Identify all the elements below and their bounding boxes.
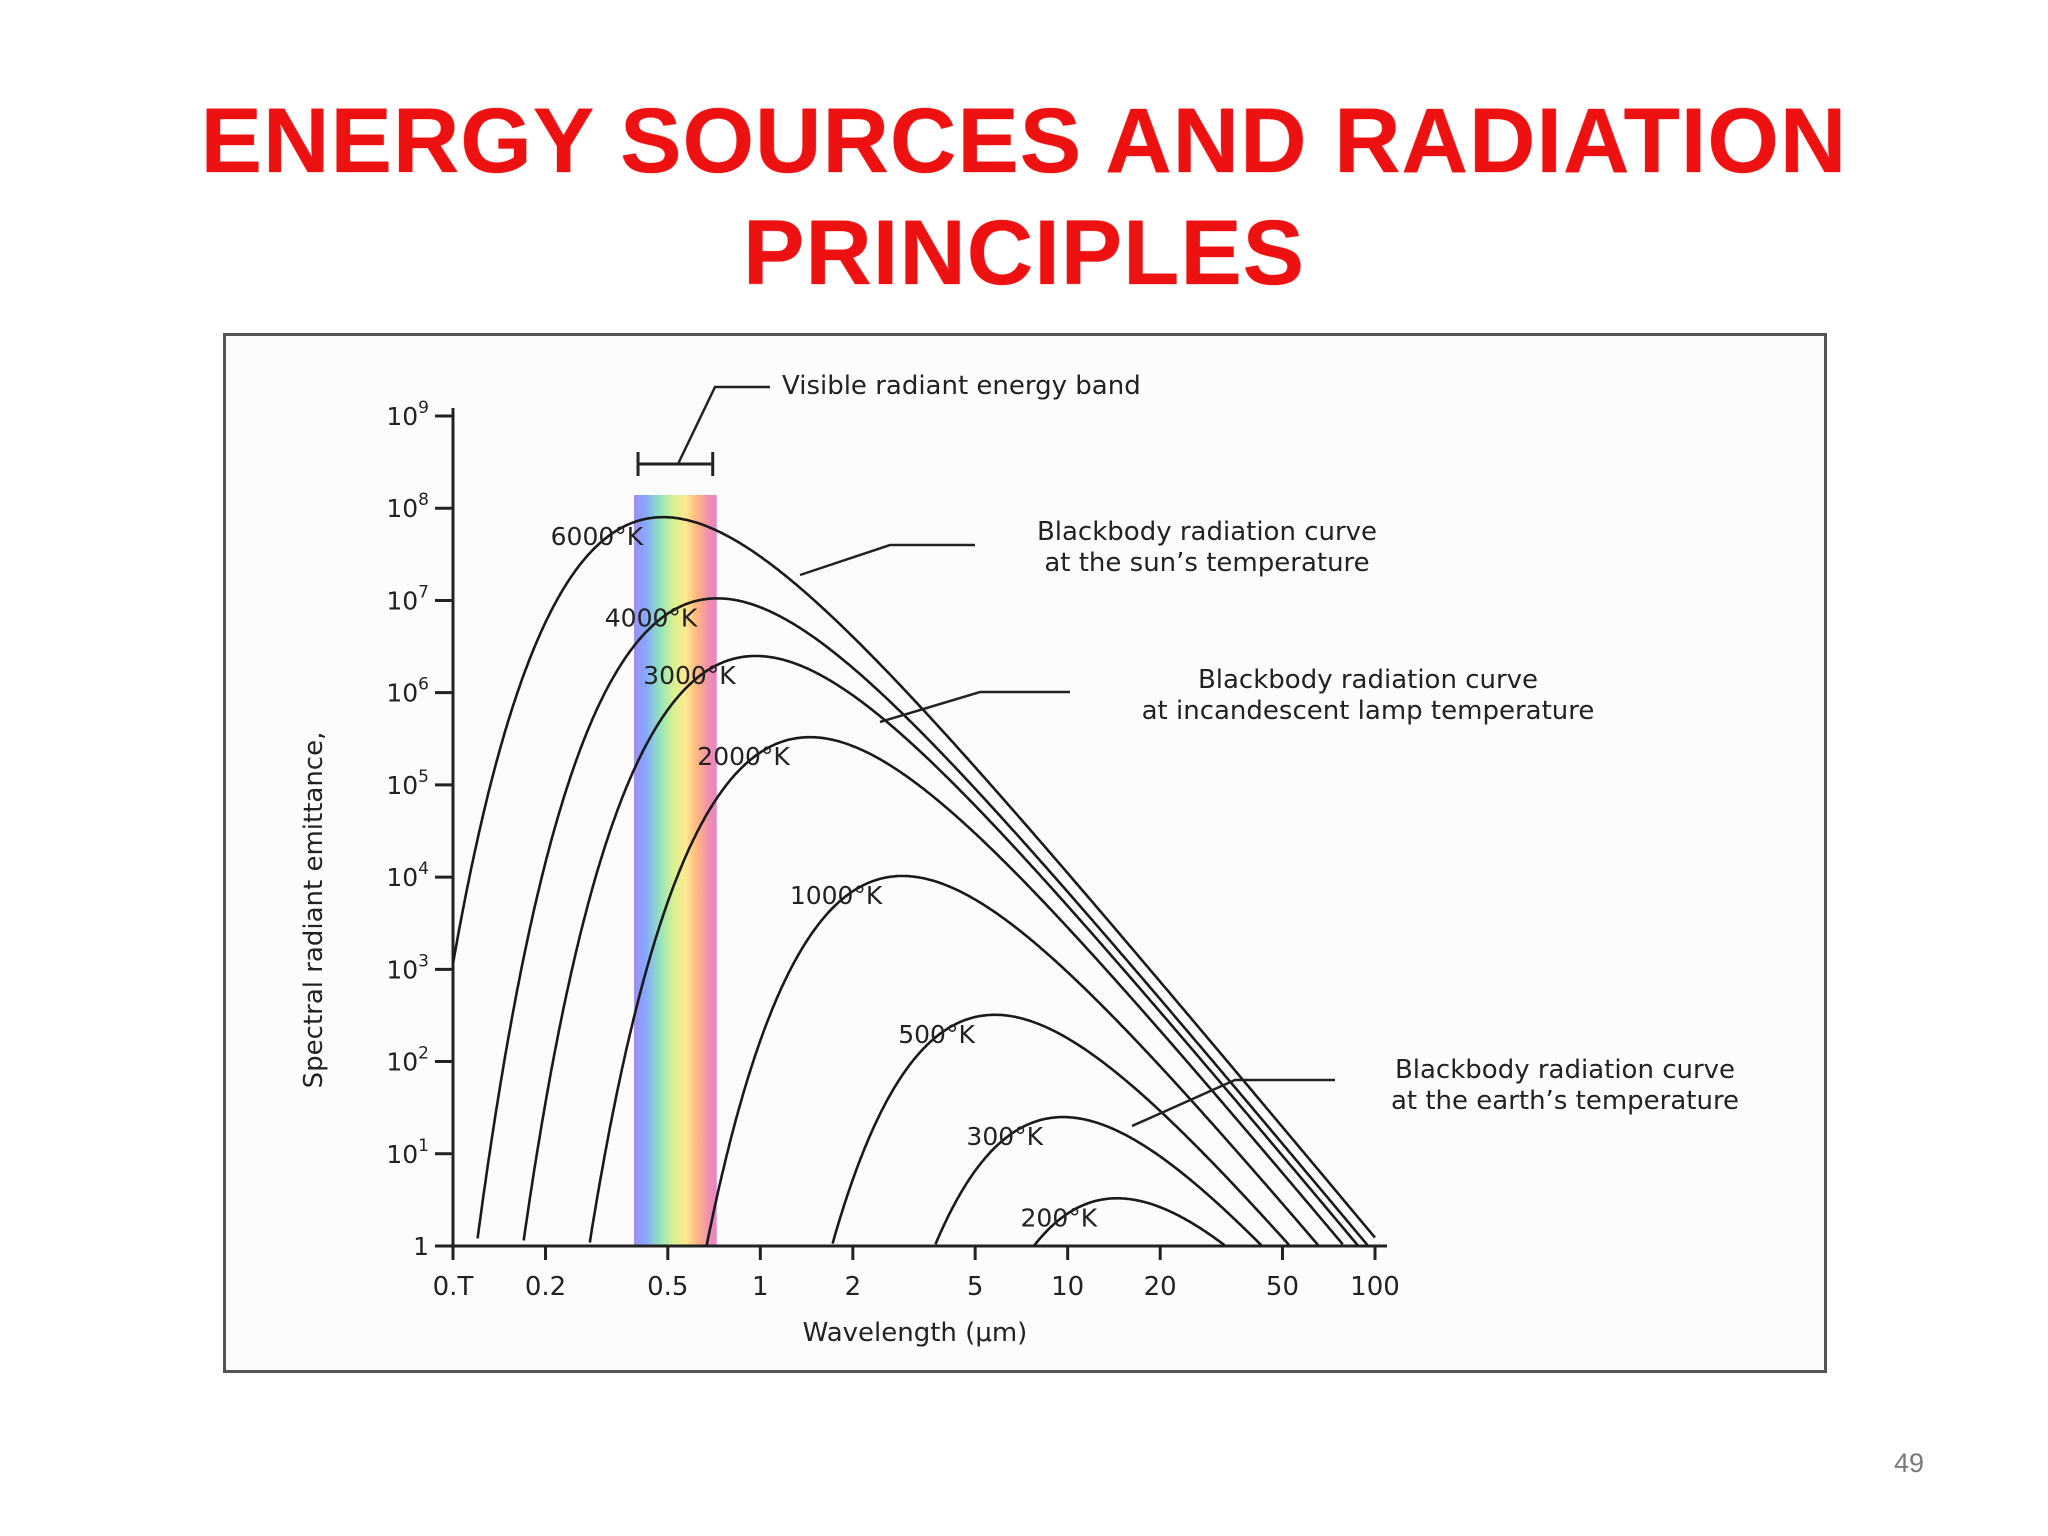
annotation-visible-band: Visible radiant energy band (782, 371, 1141, 401)
curve-1000k (705, 874, 1320, 1247)
curve-6000k (451, 515, 1376, 1239)
y-axis-label: Spectral radiant emittance, (299, 732, 329, 1089)
slide-title-line-1: ENERGY SOURCES AND RADIATION (200, 90, 1848, 192)
curve-label-2000k: 2000°K (697, 742, 790, 771)
y-tick-label: 107 (386, 582, 429, 615)
curve-4000k (476, 597, 1369, 1246)
x-axis-label: Wavelength (μm) (803, 1318, 1028, 1348)
curve-label-3000k: 3000°K (643, 661, 736, 690)
x-tick-label: 50 (1266, 1272, 1299, 1302)
earth-leader (1131, 1078, 1335, 1128)
y-tick-label: 104 (386, 859, 429, 892)
y-tick-label: 103 (386, 951, 429, 984)
curve-3000k (522, 654, 1360, 1247)
curve-label-1000k: 1000°K (790, 881, 883, 910)
curve-500k (831, 1013, 1290, 1246)
visible-band-bracket (636, 452, 715, 476)
blackbody-chart-frame (223, 333, 1827, 1373)
visible-spectrum-band (634, 495, 717, 1246)
curve-200k (1032, 1197, 1226, 1247)
x-tick-label: 0.T (433, 1272, 474, 1302)
slide-title-line-2: PRINCIPLES (742, 202, 1306, 304)
annotation-lamp: Blackbody radiation curve at incandescent… (1142, 665, 1595, 726)
x-tick-label: 100 (1350, 1272, 1400, 1302)
annotation-sun: Blackbody radiation curve at the sun’s te… (1037, 517, 1377, 578)
sun-leader (799, 543, 975, 577)
lamp-leader (879, 690, 1070, 724)
x-tick-label: 10 (1051, 1272, 1084, 1302)
curve-300k (934, 1115, 1263, 1247)
slide-title: ENERGY SOURCES AND RADIATION PRINCIPLES (0, 85, 2048, 309)
x-tick-label: 1 (752, 1272, 769, 1302)
curve-label-500k: 500°K (898, 1020, 975, 1049)
x-tick-label: 20 (1144, 1272, 1177, 1302)
x-tick-label: 0.5 (647, 1272, 688, 1302)
y-tick-label: 1 (413, 1232, 429, 1261)
y-tick-label: 102 (386, 1044, 429, 1077)
x-tick-label: 0.2 (525, 1272, 566, 1302)
curve-label-200k: 200°K (1021, 1203, 1098, 1232)
y-tick-label: 106 (386, 675, 429, 708)
x-tick-label: 5 (967, 1272, 984, 1302)
annotation-earth: Blackbody radiation curve at the earth’s … (1391, 1055, 1739, 1116)
x-tick-label: 2 (845, 1272, 862, 1302)
curve-2000k (588, 735, 1344, 1246)
page-number: 49 (1893, 1448, 1924, 1478)
curve-label-6000k: 6000°K (551, 522, 644, 551)
y-tick-label: 101 (386, 1136, 429, 1169)
y-tick-label: 109 (386, 398, 429, 431)
visible-band-leader (676, 385, 770, 465)
y-tick-label: 108 (386, 490, 429, 523)
curve-label-4000k: 4000°K (605, 603, 698, 632)
curve-label-300k: 300°K (966, 1122, 1043, 1151)
y-tick-label: 105 (386, 767, 429, 800)
